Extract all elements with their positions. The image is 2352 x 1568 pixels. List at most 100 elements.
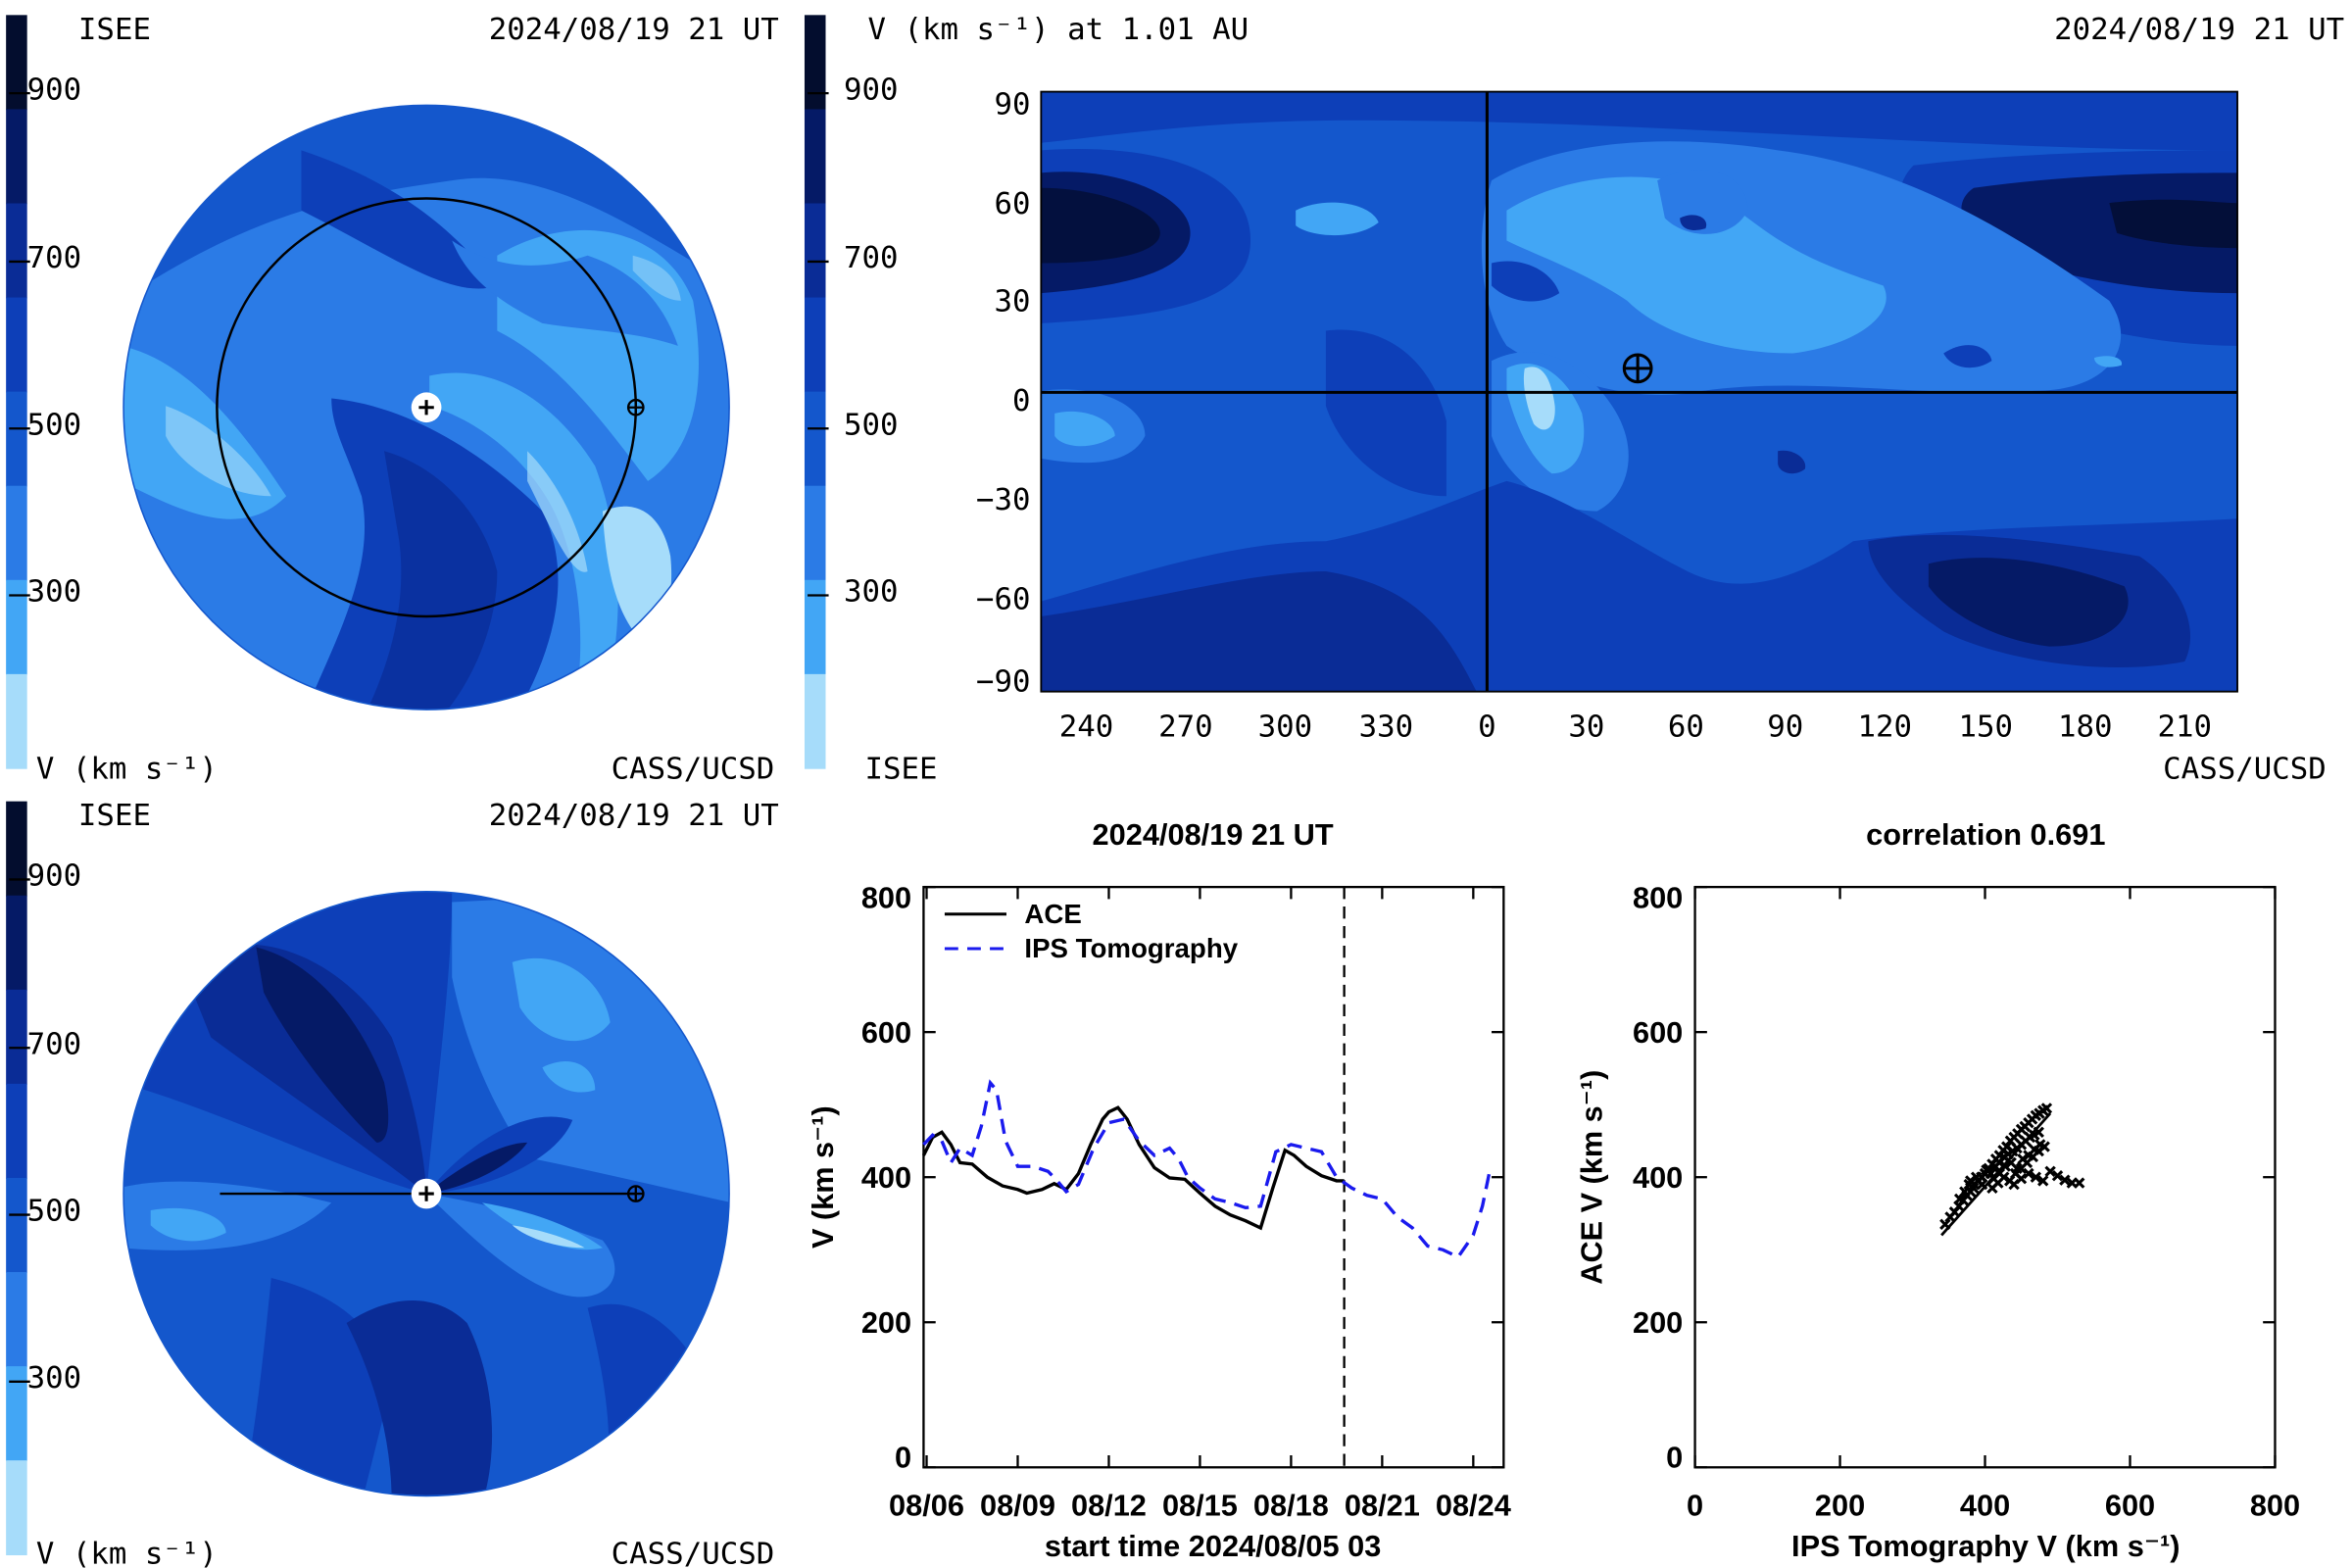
colorbar-band bbox=[804, 391, 826, 487]
x-tick-label: 120 bbox=[1858, 710, 1913, 745]
scatter-point bbox=[2059, 1174, 2071, 1186]
colorbar-tick-labels: 900 700 500 300 bbox=[27, 858, 82, 1396]
scatter-point bbox=[1965, 1175, 1977, 1187]
y-tick-label: 30 bbox=[995, 284, 1031, 319]
earth-icon bbox=[626, 1185, 645, 1202]
colorbar-band bbox=[6, 297, 27, 393]
x-tick-label: 600 bbox=[2105, 1488, 2155, 1522]
colorbar-bottom-left bbox=[6, 801, 30, 1556]
timestamp-label: 2024/08/19 21 UT bbox=[489, 12, 779, 47]
colorbar-tick-label: 500 bbox=[844, 407, 899, 442]
colorbar-band bbox=[6, 109, 27, 205]
colorbar-band bbox=[804, 203, 826, 299]
y-tick-label: 60 bbox=[995, 186, 1031, 221]
scatter-point bbox=[2037, 1175, 2049, 1187]
colorbar-band bbox=[6, 1272, 27, 1367]
velocity-time-series-chart: 2024/08/19 21 UT start time 2024/08/05 0… bbox=[806, 817, 1511, 1563]
x-tick-label: 180 bbox=[2058, 710, 2113, 745]
x-tick-label: 150 bbox=[1959, 710, 2014, 745]
disk-border bbox=[122, 104, 730, 710]
line-chart-title: 2024/08/19 21 UT bbox=[1093, 817, 1334, 852]
org-label-isee: ISEE bbox=[864, 752, 937, 787]
scatter-point bbox=[2033, 1126, 2044, 1138]
scatter-chart-xlabel: IPS Tomography V (km s⁻¹) bbox=[1791, 1529, 2180, 1563]
x-tick-label: 60 bbox=[1668, 710, 1704, 745]
x-tick-label: 08/18 bbox=[1253, 1488, 1329, 1522]
y-tick-label: 400 bbox=[1633, 1160, 1683, 1195]
x-tick-label: 240 bbox=[1059, 710, 1114, 745]
line-chart-frame bbox=[922, 885, 1505, 1469]
x-tick-label: 400 bbox=[1960, 1488, 2010, 1522]
synoptic-velocity-map bbox=[1041, 91, 2238, 692]
line-chart-xlabel: start time 2024/08/05 03 bbox=[1045, 1529, 1381, 1563]
x-tick-label: 800 bbox=[2250, 1488, 2300, 1522]
scatter-point bbox=[1982, 1164, 1994, 1176]
colorbar-band bbox=[6, 673, 27, 769]
colorbar-tick-label: 700 bbox=[27, 240, 82, 275]
colorbar-tick-label: 900 bbox=[27, 858, 82, 894]
colorbar-band bbox=[6, 1366, 27, 1461]
series-line-ips bbox=[922, 1079, 1492, 1259]
x-tick-label: 270 bbox=[1158, 710, 1213, 745]
y-tick-label: 0 bbox=[895, 1440, 911, 1474]
colorbar-tick-label: 300 bbox=[27, 574, 82, 610]
earth-icon bbox=[1622, 353, 1653, 384]
scatter-point bbox=[2023, 1167, 2034, 1180]
scatter-chart-ylabel: ACE V (km s⁻¹) bbox=[1574, 1070, 1608, 1285]
x-tick-label: 30 bbox=[1568, 710, 1604, 745]
earth-icon bbox=[626, 398, 645, 416]
scatter-chart-title: correlation 0.691 bbox=[1866, 817, 2105, 852]
colorbar-band bbox=[6, 579, 27, 675]
y-tick-label: 600 bbox=[1633, 1015, 1683, 1050]
org-label-cass: CASS/UCSD bbox=[612, 752, 775, 787]
colorbar-tick-label: 300 bbox=[27, 1360, 82, 1396]
colorbar-band bbox=[6, 1177, 27, 1273]
scatter-point bbox=[1999, 1160, 2011, 1172]
timestamp-label: 2024/08/19 21 UT bbox=[489, 798, 779, 833]
colorbar-unit-label: V (km s⁻¹) bbox=[36, 752, 218, 787]
x-tick-label: 08/21 bbox=[1345, 1488, 1420, 1522]
scatter-point bbox=[1998, 1171, 2010, 1183]
line-chart-ylabel: V (km s⁻¹) bbox=[806, 1105, 840, 1249]
y-tick-label: −60 bbox=[976, 581, 1031, 616]
org-label-cass: CASS/UCSD bbox=[2163, 752, 2327, 787]
x-tick-label: 08/15 bbox=[1162, 1488, 1238, 1522]
scatter-point bbox=[2015, 1172, 2028, 1185]
org-label-isee: ISEE bbox=[78, 798, 151, 833]
x-tick-label: 08/09 bbox=[980, 1488, 1055, 1522]
colorbar-top-left bbox=[6, 15, 30, 769]
scatter-point bbox=[1959, 1186, 1971, 1198]
x-tick-label: 0 bbox=[1687, 1488, 1703, 1522]
x-tick-label: 300 bbox=[1258, 710, 1313, 745]
colorbar-band bbox=[6, 895, 27, 991]
y-tick-label: 600 bbox=[861, 1015, 911, 1050]
colorbar-band bbox=[804, 485, 826, 581]
colorbar-tick-label: 900 bbox=[844, 72, 899, 107]
correlation-scatter-chart: correlation 0.691 IPS Tomography V (km s… bbox=[1574, 817, 2300, 1563]
x-tick-label: 90 bbox=[1767, 710, 1803, 745]
colorbar-band bbox=[6, 391, 27, 487]
scatter-point bbox=[2038, 1141, 2050, 1152]
colorbar-tick-labels: 900 700 500 300 bbox=[27, 72, 82, 609]
timestamp-label: 2024/08/19 21 UT bbox=[2054, 12, 2344, 47]
scatter-point bbox=[2051, 1170, 2064, 1182]
sun-cross-icon bbox=[418, 1186, 434, 1201]
scatter-point bbox=[1953, 1193, 1966, 1205]
colorbar-unit-label: V (km s⁻¹) bbox=[36, 1536, 218, 1568]
synoptic-y-axis: 90 60 30 0 −30 −60 −90 bbox=[976, 87, 1031, 700]
colorbar-band bbox=[6, 989, 27, 1085]
legend-label-ips: IPS Tomography bbox=[1024, 933, 1238, 963]
colorbar-band bbox=[6, 485, 27, 581]
colorbar-tick-label: 500 bbox=[27, 407, 82, 442]
colorbar-tick-label: 900 bbox=[27, 72, 82, 107]
scatter-point bbox=[2044, 1165, 2056, 1177]
sun-cross-icon bbox=[418, 400, 434, 416]
scatter-point bbox=[1939, 1218, 1951, 1230]
x-tick-label: 08/24 bbox=[1436, 1488, 1511, 1522]
x-tick-label: 08/06 bbox=[889, 1488, 964, 1522]
colorbar-synoptic bbox=[804, 15, 829, 769]
colorbar-band bbox=[6, 15, 27, 111]
disk-border bbox=[122, 890, 730, 1497]
